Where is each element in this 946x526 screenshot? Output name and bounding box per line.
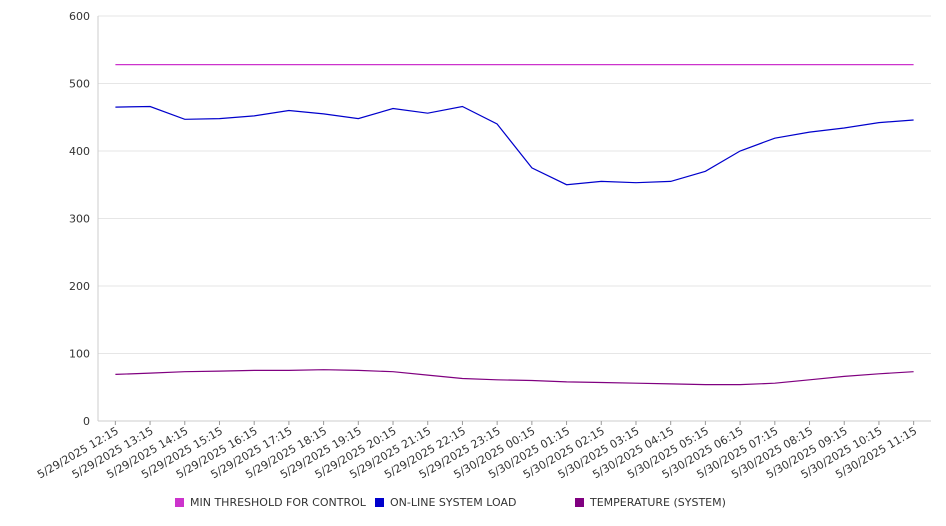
legend-label: ON-LINE SYSTEM LOAD (390, 496, 517, 509)
y-tick-label: 600 (69, 10, 90, 23)
legend-label: MIN THRESHOLD FOR CONTROL (190, 496, 366, 509)
legend-label: TEMPERATURE (SYSTEM) (590, 496, 726, 509)
legend-item: ON-LINE SYSTEM LOAD (375, 496, 516, 509)
series-line-2 (115, 105, 914, 186)
y-tick-label: 300 (69, 213, 90, 226)
legend-swatch (575, 498, 584, 507)
y-tick-label: 400 (69, 145, 90, 158)
series-line-3 (115, 369, 914, 386)
legend-swatch (375, 498, 384, 507)
chart-legend: MIN THRESHOLD FOR CONTROL ON-LINE SYSTEM … (0, 496, 946, 516)
legend-swatch (175, 498, 184, 507)
y-tick-label: 100 (69, 348, 90, 361)
y-tick-label: 200 (69, 280, 90, 293)
y-tick-label: 0 (83, 415, 90, 428)
legend-item: MIN THRESHOLD FOR CONTROL (175, 496, 366, 509)
y-tick-label: 500 (69, 78, 90, 91)
legend-item: TEMPERATURE (SYSTEM) (575, 496, 726, 509)
